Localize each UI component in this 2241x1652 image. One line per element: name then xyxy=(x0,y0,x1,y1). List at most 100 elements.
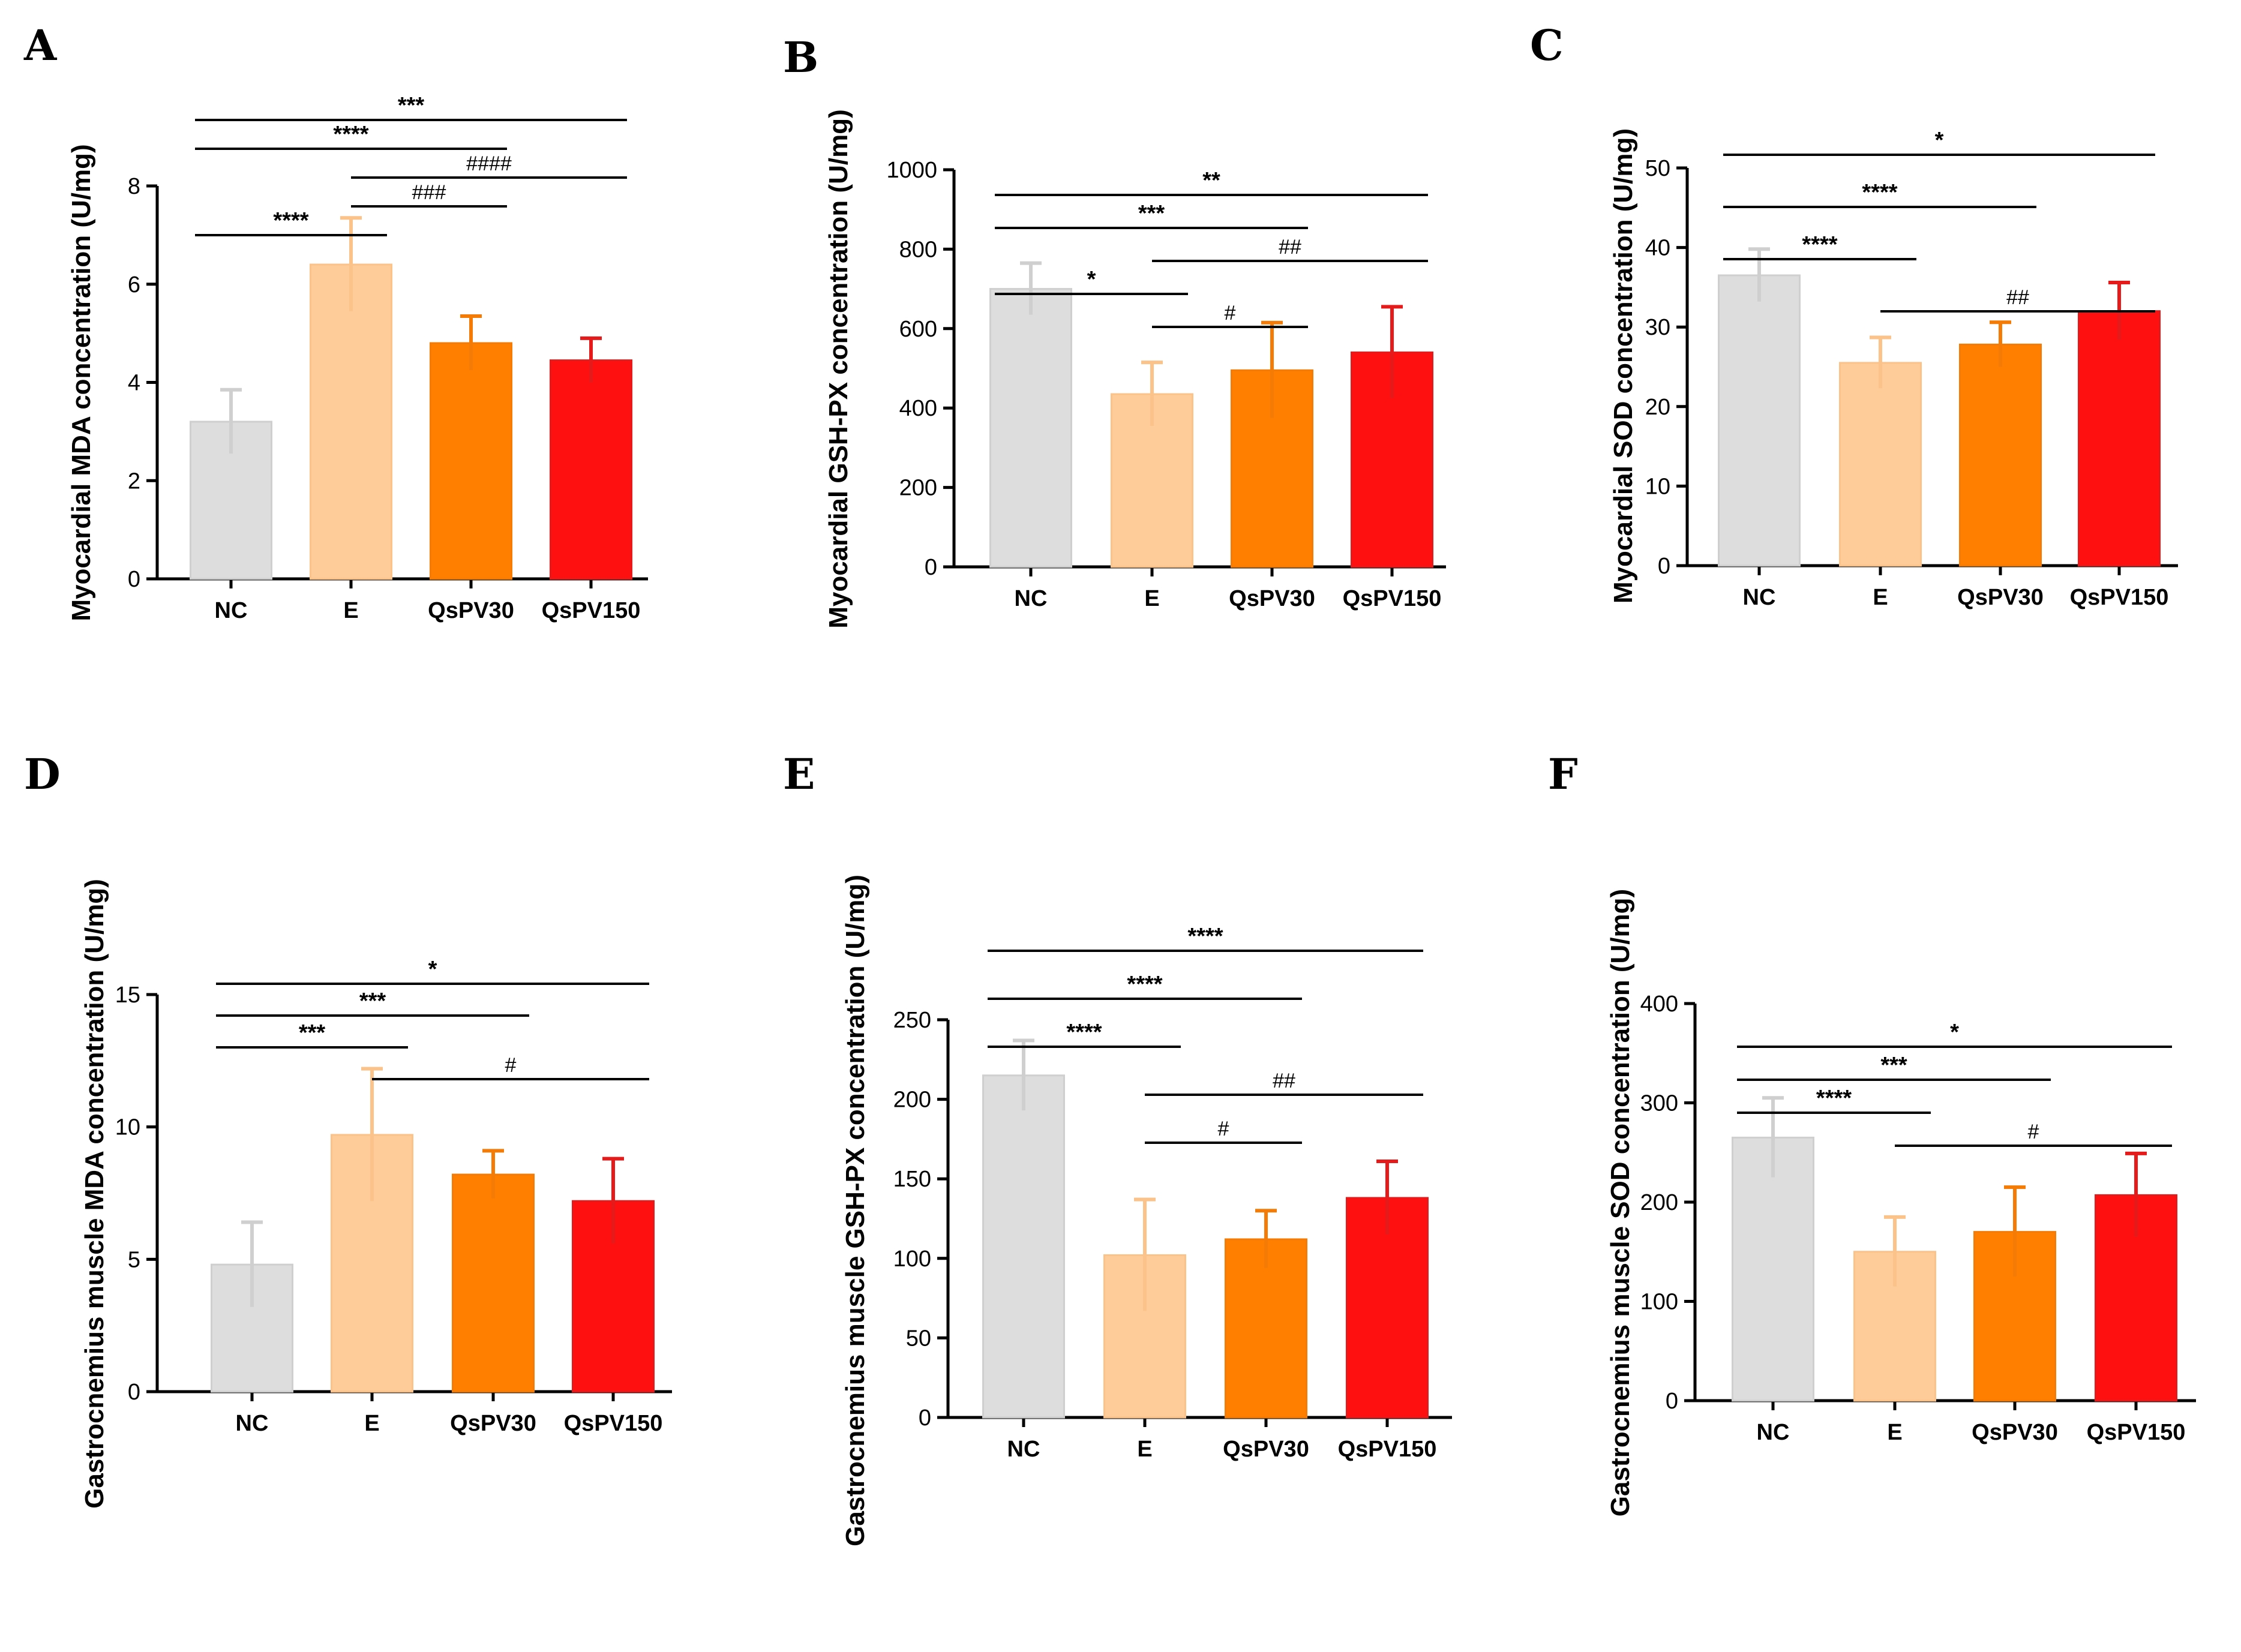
panel-c: C 0 10 20 30 40 50 NC E QsPV30 QsPV150 Myocardial S… xyxy=(1530,20,2178,610)
panel-letter: C xyxy=(1530,20,1564,70)
category-label: NC xyxy=(1757,1420,1790,1445)
category-label: NC xyxy=(1015,586,1048,611)
y-axis-title: Myocardial SOD concentration (U/mg) xyxy=(1609,128,1638,603)
bar-e xyxy=(310,263,392,580)
panel-letter: F xyxy=(1548,749,1578,799)
y-tick-label: 400 xyxy=(899,396,937,421)
significance-label: * xyxy=(1935,128,1944,153)
panel-e: E 0 50 100 150 200 250 NC E QsPV30 QsPV150 Gastrocn… xyxy=(783,749,1452,1546)
panel-a: A 0 2 4 6 8 NC E QsPV30 QsPV150 Myocardial MDA con… xyxy=(23,20,648,623)
y-tick-label: 20 xyxy=(1645,395,1670,420)
y-tick-label: 10 xyxy=(115,1115,140,1140)
category-label: QsPV30 xyxy=(450,1411,536,1436)
y-tick-label: 8 xyxy=(128,174,140,199)
y-tick-label: 0 xyxy=(1666,1389,1678,1414)
y-tick-label: 250 xyxy=(893,1008,931,1033)
y-tick-label: 400 xyxy=(1640,992,1678,1017)
y-tick-label: 600 xyxy=(899,317,937,342)
significance-label: *** xyxy=(1880,1053,1907,1078)
category-label: NC xyxy=(1007,1437,1040,1462)
panel-letter: E xyxy=(783,749,815,799)
y-tick-label: 50 xyxy=(906,1326,931,1351)
bar-qspv150 xyxy=(550,359,632,580)
significance-label: ** xyxy=(1202,168,1220,193)
significance-label: **** xyxy=(273,208,308,233)
y-tick-label: 10 xyxy=(1645,474,1670,499)
category-label: NC xyxy=(236,1411,269,1436)
y-tick-label: 800 xyxy=(899,237,937,262)
bar-e xyxy=(331,1134,413,1393)
bar-nc xyxy=(1718,274,1801,567)
y-tick-label: 0 xyxy=(128,567,140,592)
y-tick-label: 150 xyxy=(893,1167,931,1192)
panel-f: F 0 100 200 300 400 NC E QsPV30 QsPV150 Gastrocnem… xyxy=(1548,749,2196,1516)
y-axis-title: Gastrocnemius muscle MDA concentration (… xyxy=(80,879,109,1509)
bar-nc xyxy=(989,288,1072,568)
significance-label: ## xyxy=(1279,236,1301,259)
significance-label: *** xyxy=(299,1020,326,1046)
significance-label: ## xyxy=(2006,286,2029,309)
significance-label: **** xyxy=(1862,180,1897,205)
y-tick-label: 1000 xyxy=(886,158,937,183)
y-tick-label: 100 xyxy=(893,1246,931,1272)
y-tick-label: 0 xyxy=(128,1380,140,1405)
significance-label: **** xyxy=(1127,972,1162,997)
significance-label: *** xyxy=(359,989,386,1014)
bar-qspv150 xyxy=(2078,310,2161,567)
category-label: QsPV30 xyxy=(428,598,514,623)
y-tick-label: 0 xyxy=(1658,554,1670,579)
category-label: E xyxy=(1137,1437,1152,1462)
significance-label: # xyxy=(1218,1118,1229,1140)
category-label: QsPV30 xyxy=(1223,1437,1309,1462)
category-label: E xyxy=(1887,1420,1902,1445)
significance-label: ### xyxy=(412,181,446,204)
category-label: QsPV30 xyxy=(1229,586,1315,611)
category-label: E xyxy=(364,1411,379,1436)
significance-label: # xyxy=(2028,1121,2039,1143)
significance-label: # xyxy=(505,1054,517,1077)
significance-label: **** xyxy=(1816,1086,1852,1111)
category-label: QsPV150 xyxy=(1343,586,1442,611)
y-tick-label: 300 xyxy=(1640,1091,1678,1116)
y-tick-label: 200 xyxy=(899,476,937,501)
panel-letter: D xyxy=(24,749,61,799)
bar-e xyxy=(1839,362,1922,567)
category-label: QsPV150 xyxy=(2087,1420,2186,1445)
significance-label: #### xyxy=(466,152,512,175)
category-label: NC xyxy=(1743,585,1776,610)
y-tick-label: 100 xyxy=(1640,1290,1678,1315)
y-tick-label: 0 xyxy=(919,1405,931,1431)
category-label: QsPV30 xyxy=(1972,1420,2058,1445)
significance-label: *** xyxy=(1138,201,1165,226)
y-tick-label: 200 xyxy=(1640,1190,1678,1215)
bar-qspv30 xyxy=(430,342,512,580)
significance-label: **** xyxy=(1066,1020,1102,1045)
category-label: E xyxy=(1873,585,1888,610)
y-tick-label: 50 xyxy=(1645,156,1670,181)
significance-label: *** xyxy=(398,93,425,118)
bar-nc xyxy=(1732,1136,1814,1402)
significance-label: **** xyxy=(1187,924,1223,949)
category-label: NC xyxy=(215,598,248,623)
significance-label: **** xyxy=(1802,232,1837,257)
bar-nc xyxy=(982,1074,1065,1419)
y-tick-label: 0 xyxy=(925,555,937,580)
y-axis-title: Myocardial GSH-PX concentration (U/mg) xyxy=(824,109,853,628)
significance-label: # xyxy=(1225,302,1236,325)
significance-label: ## xyxy=(1273,1070,1295,1092)
panel-d: D 0 5 10 15 NC E QsPV30 QsPV150 Gastrocnemius mus… xyxy=(24,749,672,1509)
y-tick-label: 200 xyxy=(893,1088,931,1113)
y-tick-label: 15 xyxy=(115,983,140,1008)
category-label: QsPV150 xyxy=(564,1411,663,1436)
y-axis-title: Gastrocnemius muscle SOD concentration (… xyxy=(1606,889,1635,1516)
panel-letter: B xyxy=(783,32,818,82)
y-tick-label: 2 xyxy=(128,468,140,494)
significance-label: * xyxy=(1950,1020,1959,1045)
y-axis-title: Gastrocnemius muscle GSH-PX concentratio… xyxy=(841,875,870,1546)
y-tick-label: 5 xyxy=(128,1247,140,1272)
y-tick-label: 6 xyxy=(128,272,140,298)
category-label: QsPV150 xyxy=(1338,1437,1437,1462)
category-label: QsPV150 xyxy=(2070,585,2169,610)
y-tick-label: 40 xyxy=(1645,236,1670,261)
